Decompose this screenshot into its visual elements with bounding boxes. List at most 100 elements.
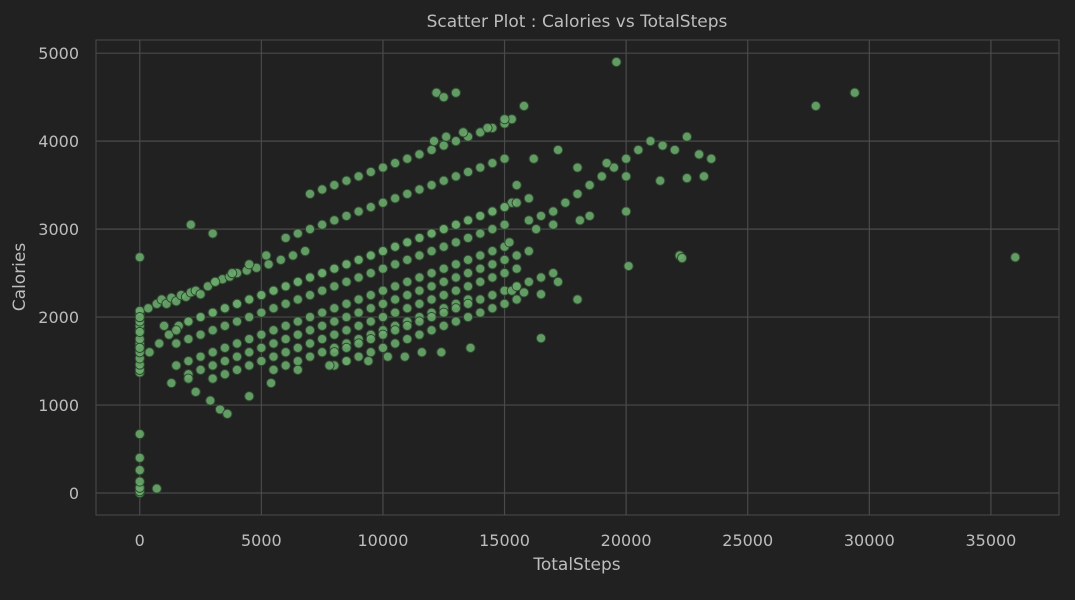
data-point [608, 162, 620, 173]
data-point [300, 246, 311, 257]
data-point [504, 237, 515, 248]
data-point [475, 228, 486, 239]
data-point [390, 294, 401, 305]
data-point [265, 377, 277, 389]
data-point [676, 253, 688, 264]
data-point [244, 294, 255, 305]
y-tick-label: 3000 [38, 220, 79, 239]
data-point [499, 114, 510, 125]
data-point [487, 272, 498, 283]
data-point [462, 232, 474, 244]
data-point [655, 175, 666, 186]
data-point [222, 408, 233, 419]
data-point [317, 268, 328, 279]
data-point [438, 175, 449, 186]
data-point [426, 281, 437, 292]
data-point [584, 210, 595, 222]
x-tick-label: 5000 [241, 531, 282, 550]
data-point [268, 325, 279, 336]
data-point [341, 325, 352, 336]
data-point [402, 289, 413, 301]
data-point [214, 404, 226, 415]
data-point [365, 268, 376, 279]
data-point [227, 268, 238, 279]
data-point [426, 268, 437, 279]
y-tick-label: 5000 [38, 44, 79, 63]
data-point [134, 342, 145, 353]
data-point [438, 320, 449, 331]
data-point [475, 276, 486, 287]
y-axis-label: Calories [10, 243, 30, 312]
data-point [465, 342, 476, 353]
data-point [426, 325, 437, 336]
data-point [414, 316, 425, 327]
data-point [363, 355, 374, 367]
data-point [171, 338, 182, 349]
data-point [365, 316, 376, 327]
data-point [292, 342, 303, 353]
data-point [341, 175, 352, 186]
data-point [134, 452, 145, 463]
data-point [475, 307, 486, 318]
data-point [365, 289, 376, 301]
data-point [511, 197, 522, 208]
data-point [183, 373, 194, 384]
data-point [390, 338, 401, 349]
x-tick-label: 10000 [358, 531, 409, 550]
data-point [207, 360, 218, 371]
data-point [280, 298, 291, 309]
data-point [426, 144, 437, 156]
data-point [292, 364, 303, 375]
data-point [438, 263, 449, 274]
data-point [574, 215, 586, 226]
data-point [183, 316, 194, 327]
data-point [317, 184, 328, 195]
data-point [365, 250, 376, 261]
data-point [450, 272, 462, 283]
data-point [280, 360, 291, 371]
data-point [268, 338, 279, 349]
data-point [1010, 252, 1021, 263]
data-point [256, 342, 267, 353]
data-point [584, 180, 595, 191]
data-point [365, 333, 376, 345]
data-point [317, 320, 328, 331]
x-tick-label: 35000 [965, 531, 1016, 550]
y-tick-label: 2000 [38, 308, 79, 327]
data-point [304, 325, 316, 336]
data-point [402, 153, 413, 164]
data-point [475, 127, 486, 138]
data-point [621, 171, 632, 182]
data-point [426, 228, 437, 239]
data-point [414, 149, 425, 160]
data-point [205, 395, 216, 406]
data-point [244, 360, 255, 371]
data-point [341, 276, 352, 287]
data-point [304, 224, 316, 235]
data-point [450, 136, 462, 147]
data-point [317, 333, 328, 345]
data-point [219, 369, 230, 380]
data-point [280, 232, 291, 244]
data-point [324, 360, 335, 371]
data-point [438, 276, 449, 287]
data-point [134, 465, 145, 476]
data-point [377, 311, 389, 323]
data-point [268, 303, 279, 314]
data-point [195, 329, 206, 340]
data-point [365, 303, 376, 314]
data-point [244, 311, 255, 323]
data-point [499, 202, 510, 213]
data-point [244, 391, 255, 402]
data-point [402, 237, 413, 248]
data-point [158, 320, 170, 331]
data-point [450, 303, 462, 314]
data-point [195, 311, 206, 323]
data-points [134, 56, 1021, 499]
data-point [548, 206, 559, 217]
data-point [219, 342, 230, 353]
data-point [487, 303, 498, 314]
data-point [353, 338, 364, 349]
data-point [377, 342, 389, 353]
